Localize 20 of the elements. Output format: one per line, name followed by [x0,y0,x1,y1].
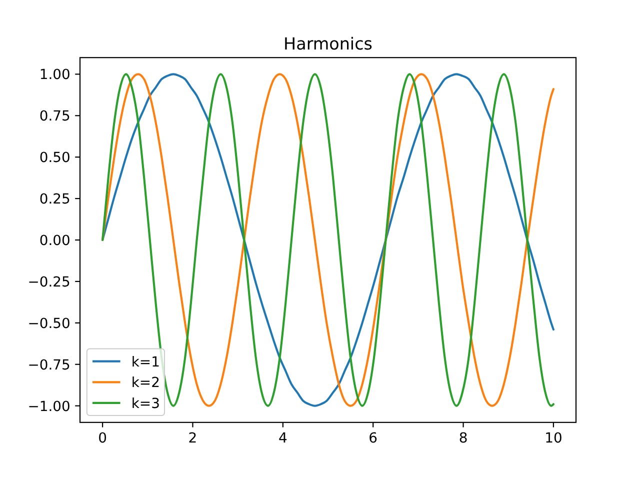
y-tick-label: −0.50 [28,316,70,332]
x-tick-label: 8 [458,430,468,447]
y-tick-label: −0.75 [28,357,70,374]
x-tick-label: 10 [544,430,562,447]
line-series [102,73,554,407]
y-tick-label: 0.75 [39,108,70,125]
x-tick-label: 4 [278,430,288,447]
y-tick-label: 0.25 [39,192,70,208]
y-tick-label: 0.50 [39,150,70,166]
y-tick-label: 1.00 [39,67,70,84]
y-tick-label: −0.25 [28,274,70,290]
chart-title: Harmonics [284,33,372,54]
legend-label: k=2 [131,375,160,392]
x-tick-label: 6 [368,430,378,447]
legend-label: k=3 [131,396,160,412]
legend-label: k=1 [131,354,160,370]
x-tick-label: 0 [98,430,107,447]
x-tick-label: 2 [188,430,198,447]
y-tick-label: −1.00 [28,398,70,415]
y-tick-label: 0.00 [39,233,70,250]
